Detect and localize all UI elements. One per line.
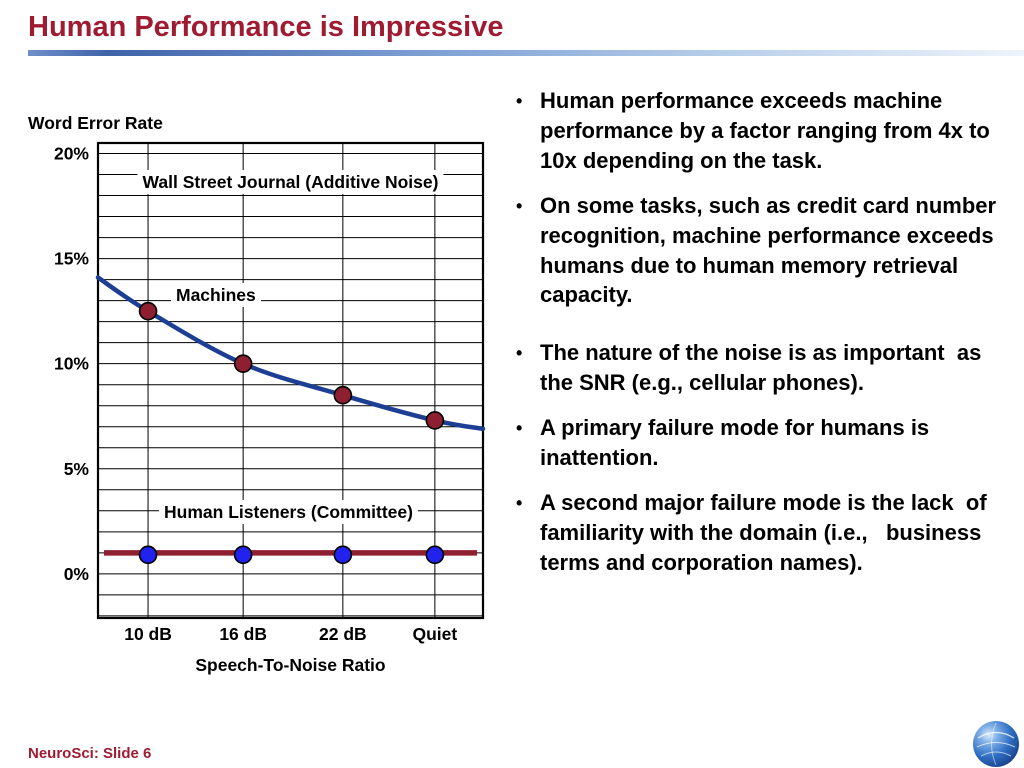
machines-point — [425, 411, 445, 430]
slide-footer: NeuroSci: Slide 6 — [28, 745, 152, 762]
chart-title: Wall Street Journal (Additive Noise) — [143, 172, 439, 192]
word-error-rate-chart: Word Error Rate 20% 15% 10% 5% 0% 10 dB 16 dB 22… — [28, 113, 486, 675]
bullet-item: • The nature of the noise is as importan… — [516, 338, 1012, 398]
globe-logo — [973, 721, 1019, 767]
bullet-marker: • — [516, 418, 523, 439]
title-divider — [28, 50, 1024, 56]
bullet-item: • A second major failure mode is the lac… — [516, 488, 1012, 578]
bullet-text: Human performance exceeds machine perfor… — [540, 88, 996, 173]
machines-point — [333, 385, 353, 405]
label-mask — [137, 170, 444, 194]
machines-point — [138, 301, 158, 321]
x-tick-label: 16 dB — [219, 624, 267, 644]
slide-title: Human Performance is Impressive — [28, 11, 504, 43]
human-point — [333, 545, 353, 565]
human-listeners-label: Human Listeners (Committee) — [164, 502, 413, 522]
bullet-list: • Human performance exceeds machine perf… — [516, 86, 1012, 593]
bullet-item: • Human performance exceeds machine perf… — [516, 86, 1012, 176]
bullet-item: • A primary failure mode for humans is i… — [516, 413, 1012, 473]
y-tick-label: 0% — [64, 564, 90, 584]
machines-point — [233, 354, 253, 373]
bullet-marker: • — [516, 91, 523, 111]
y-tick-label: 15% — [54, 249, 89, 269]
bullet-text: The nature of the noise is as important … — [540, 340, 988, 396]
human-point — [233, 545, 253, 565]
bullet-marker: • — [516, 195, 523, 216]
y-tick-label: 20% — [54, 144, 89, 164]
bullet-text: On some tasks, such as credit card numbe… — [540, 192, 1003, 308]
plot-border — [96, 141, 485, 620]
bullet-marker: • — [516, 343, 523, 364]
bullet-marker: • — [516, 492, 523, 513]
human-point — [425, 545, 445, 565]
y-axis-title: Word Error Rate — [28, 113, 163, 133]
bullet-text: A second major failure mode is the lack … — [540, 489, 993, 575]
bullet-item: • On some tasks, such as credit card num… — [516, 191, 1012, 311]
label-mask — [159, 500, 418, 524]
x-tick-label: 22 dB — [319, 624, 367, 644]
x-tick-label: Quiet — [413, 624, 458, 644]
y-tick-label: 10% — [54, 354, 89, 374]
human-point — [138, 545, 158, 565]
x-tick-label: 10 dB — [124, 624, 172, 644]
label-mask — [171, 283, 262, 307]
machines-label: Machines — [176, 285, 256, 305]
globe-swirls — [976, 722, 1016, 766]
y-tick-label: 5% — [64, 459, 90, 479]
bullet-text: A primary failure mode for humans is ina… — [540, 415, 936, 471]
x-axis-title: Speech-To-Noise Ratio — [195, 655, 385, 675]
